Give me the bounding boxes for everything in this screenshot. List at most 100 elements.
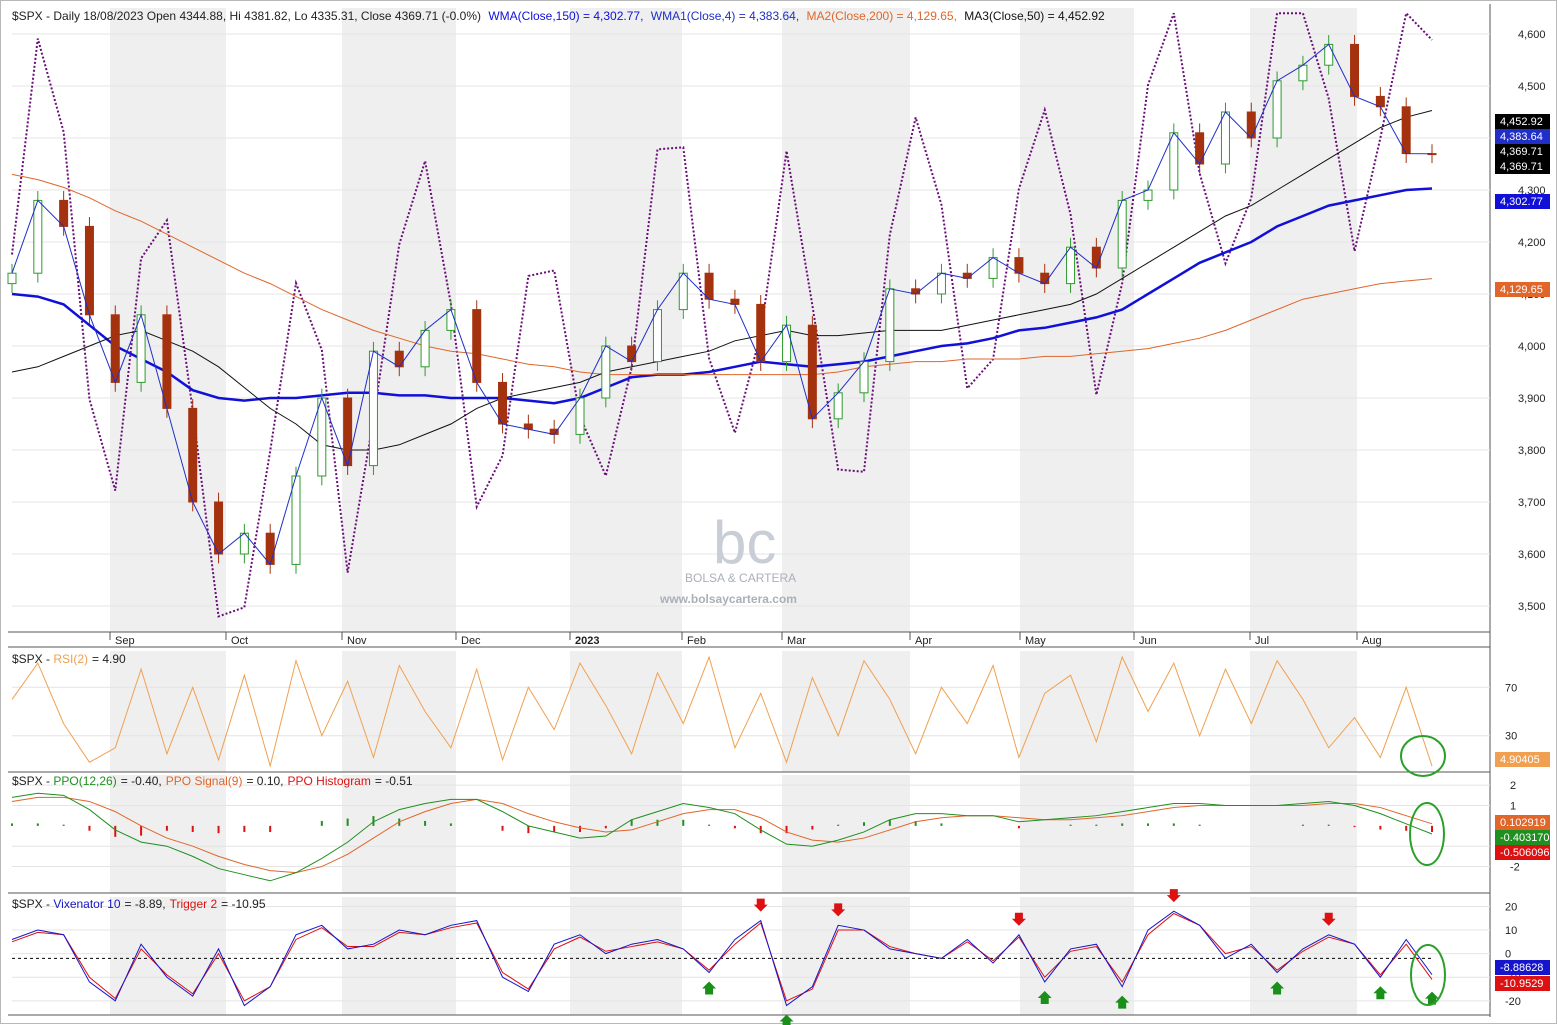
month-band [570, 651, 682, 772]
candle-body [188, 407, 198, 503]
candle-body [988, 257, 998, 279]
candle-body [498, 381, 508, 425]
date-tick-label: Apr [915, 635, 932, 647]
candle-body [575, 397, 585, 435]
buy-arrow [1115, 995, 1130, 1009]
candle-body [678, 272, 688, 311]
candle-body [1117, 199, 1127, 269]
price-tick-label: 4,000 [1518, 341, 1546, 353]
ppo-line [11, 792, 1433, 882]
tag-close-2: 4,369.71 [1500, 161, 1543, 173]
price-header-ma200: MA2(Close,200) = 4,129.65, [807, 9, 957, 23]
rsi-header-value: = 4.90 [92, 652, 126, 666]
price-tick-label: 3,900 [1518, 393, 1546, 405]
candle-body [807, 324, 817, 420]
month-band [1020, 897, 1134, 1015]
rsi-line [11, 655, 1433, 768]
price-tick-label: 3,700 [1518, 497, 1546, 509]
tag-rsi: 4.90405 [1500, 754, 1540, 766]
price-tick-label: 4,200 [1518, 237, 1546, 249]
watermark-brand: BOLSA & CARTERA [685, 571, 796, 585]
watermark-url: www.bolsaycartera.com [659, 592, 797, 606]
price-tick-label: 3,500 [1518, 601, 1546, 613]
buy-arrow [779, 1014, 794, 1025]
candle-body [833, 392, 843, 420]
rsi-header-label: RSI(2) [53, 652, 88, 666]
candle-body [652, 309, 662, 363]
tag-ma200: 4,129.65 [1500, 284, 1543, 296]
grid-lines [8, 4, 1491, 1017]
date-tick-label: Aug [1362, 635, 1382, 647]
tag-ppo-hist: -0.506096 [1500, 847, 1550, 859]
month-band [1250, 775, 1357, 893]
candle-body [859, 361, 869, 394]
sell-arrow [1166, 889, 1181, 903]
ppo-panel [11, 792, 1433, 882]
price-header-ma50: MA3(Close,50) = 4,452.92 [964, 9, 1105, 23]
price-tags: 4,452.92 4,383.64 4,369.71 4,369.71 4,30… [1495, 114, 1550, 297]
candle-body [317, 397, 327, 477]
month-band [1020, 775, 1134, 893]
rsi-tick-label: 30 [1505, 731, 1517, 743]
buy-arrow [702, 981, 717, 995]
series-wma4 [11, 43, 1433, 566]
rsi-tick-label: 70 [1505, 682, 1517, 694]
vix-tags: -8.88628 -10.9529 [1495, 960, 1550, 991]
month-band [1250, 651, 1357, 772]
vix-header-trig-val: = -10.95 [221, 897, 266, 911]
month-band [110, 775, 226, 893]
vix-tick-label: 10 [1505, 925, 1517, 937]
month-band [570, 8, 682, 632]
candle-body [368, 350, 378, 467]
candle-body [1091, 246, 1101, 269]
vix-tick-label: -20 [1505, 996, 1521, 1008]
ppo-header-signal-val: = 0.10, [246, 774, 283, 788]
tag-wma150: 4,302.77 [1500, 196, 1543, 208]
candle-body [1272, 80, 1282, 139]
date-tick-label: Oct [231, 635, 248, 647]
price-header-wma4: WMA1(Close,4) = 4,383.64, [651, 9, 799, 23]
series-ma2-close-200- [11, 173, 1433, 376]
date-tick-label: Jun [1139, 635, 1157, 647]
candle-body [885, 288, 895, 363]
candle-body [265, 532, 275, 565]
month-band [570, 775, 682, 893]
buy-arrow [1373, 986, 1388, 1000]
candle-body [84, 225, 94, 316]
date-tick-label: 2023 [575, 635, 599, 647]
price-panel [7, 11, 1437, 618]
candle-body [1401, 106, 1411, 155]
price-tick-label: 3,800 [1518, 445, 1546, 457]
rsi-header-prefix: $SPX - [12, 652, 53, 666]
candle-body [601, 345, 611, 399]
candle-body [59, 199, 69, 227]
vix-annotation-circle [1410, 944, 1446, 1006]
month-band [782, 897, 910, 1015]
ppo-tick-label: 2 [1510, 780, 1516, 792]
candle-body [1066, 246, 1076, 285]
candle-body [704, 272, 714, 300]
month-shading [110, 8, 1357, 1015]
ppo-header-hist: PPO Histogram [288, 774, 371, 788]
sell-arrow [831, 903, 846, 917]
series-ma3-close-50- [11, 109, 1433, 451]
buy-arrow [1270, 981, 1285, 995]
date-tick-label: Sep [115, 635, 135, 647]
ppo-tags: 0.102919 -0.403170 -0.506096 [1495, 815, 1550, 860]
tag-wma4: 4,383.64 [1500, 131, 1543, 143]
tag-trig: -10.9529 [1500, 978, 1543, 990]
date-tick-label: Feb [687, 635, 706, 647]
ppo-annotation-circle [1409, 802, 1445, 866]
watermark: bc BOLSA & CARTERA www.bolsaycartera.com [659, 509, 797, 606]
ppo-header-ppo: PPO(12,26) [53, 774, 116, 788]
price-tick-label: 4,600 [1518, 29, 1546, 41]
candle-body [1246, 111, 1256, 139]
candle-body [7, 272, 17, 285]
candle-body [162, 314, 172, 409]
candle-body [1014, 257, 1024, 274]
price-header: $SPX - Daily 18/08/2023 Open 4344.88, Hi… [12, 9, 1105, 23]
vix-header-vix: Vixenator 10 [53, 897, 120, 911]
vix-header: $SPX - Vixenator 10 = -8.89, Trigger 2 = -1… [12, 897, 266, 911]
candle-body [756, 303, 766, 363]
price-header-title: $SPX - Daily 18/08/2023 Open 4344.88, Hi… [12, 9, 481, 23]
